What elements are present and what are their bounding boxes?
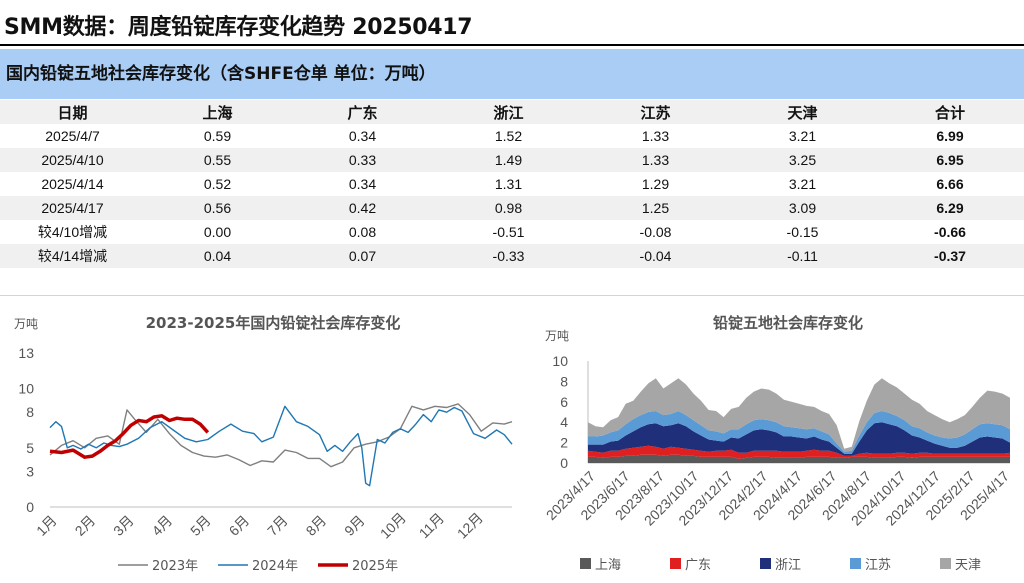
table-cell: 2025/4/17 [0,196,145,220]
legend-swatch [940,558,951,569]
table-cell: 1.33 [582,148,729,172]
y-tick-label: 10 [552,353,568,369]
table-cell: 3.09 [729,196,876,220]
column-header: 上海 [145,100,290,124]
y-tick-label: 5 [26,440,34,456]
legend-swatch [760,558,771,569]
table-cell: -0.11 [729,244,876,268]
legend-label: 江苏 [865,557,891,573]
y-axis-unit: 万吨 [14,317,38,331]
column-header: 广东 [290,100,435,124]
series-area [588,378,1010,452]
table-cell: 2025/4/14 [41,176,104,192]
table-cell-total: -0.66 [934,224,966,240]
table-cell: -0.15 [786,224,819,240]
y-tick-label: 8 [26,404,34,420]
y-tick-label: 0 [26,499,34,515]
legend-swatch [670,558,681,569]
table-cell: 0.55 [145,148,290,172]
legend-label: 天津 [955,558,981,573]
table-cell: 3.21 [788,128,817,144]
legend-label: 2024年 [252,559,298,574]
table-cell: 0.98 [435,196,582,220]
table-cell: 3.21 [788,176,817,192]
table-cell: 0.07 [290,244,435,268]
column-header: 日期 [0,100,145,124]
table-cell: 1.33 [641,128,670,144]
legend-label: 2023年 [152,559,198,574]
table-cell: 较4/14增减 [0,244,145,268]
series-area [588,411,1010,454]
column-header: 合计 [876,100,1024,124]
table-cell: 0.04 [145,244,290,268]
chart-title: 2023-2025年国内铅锭社会库存变化 [146,314,401,332]
table-cell: 较4/10增减 [37,224,108,240]
series-area [588,454,1010,463]
y-tick-label: 8 [560,373,568,389]
table-cell-total: 6.99 [936,128,964,144]
y-tick-label: 0 [560,455,568,471]
column-header: 浙江 [435,100,582,124]
table-cell-total: 6.66 [936,176,964,192]
table-cell: 0.34 [348,176,377,192]
table-cell: 1.52 [494,128,523,144]
table-cell: 1.25 [582,196,729,220]
column-header: 天津 [729,100,876,124]
table-cell-total: 6.29 [876,196,1024,220]
chart-title: 铅锭五地社会库存变化 [713,314,863,332]
y-tick-label: 13 [18,345,34,361]
table-cell: 0.08 [348,224,377,240]
table-cell: 0.34 [348,128,377,144]
series-area [588,445,1010,459]
legend-label: 上海 [595,558,621,573]
table-row: 2025/4/14 0.52 0.34 1.31 1.29 3.21 6.66 [0,172,1024,196]
page-title: SMM数据：周度铅锭库存变化趋势 20250417 [4,15,473,40]
table-cell: -0.04 [582,244,729,268]
section-divider [0,295,1024,296]
table-row: 2025/4/17 0.56 0.42 0.98 1.25 3.09 6.29 [0,196,1024,220]
table-header-row: 日期 上海 广东 浙江 江苏 天津 合计 [0,100,1024,124]
legend-swatch [580,558,591,569]
y-axis-unit: 万吨 [545,329,569,343]
table-cell-total: -0.37 [876,244,1024,268]
table-cell-total: 6.95 [876,148,1024,172]
table-cell: 0.52 [203,176,232,192]
table-cell: 1.31 [494,176,523,192]
table-cell: 1.29 [641,176,670,192]
title-rule [0,44,1024,46]
table-row: 较4/14增减 0.04 0.07 -0.33 -0.04 -0.11 -0.37 [0,244,1024,268]
y-tick-label: 10 [18,381,34,397]
table-cell: -0.33 [435,244,582,268]
series-line [49,414,210,459]
table-row: 2025/4/7 0.59 0.34 1.52 1.33 3.21 6.99 [0,124,1024,148]
legend-swatch [850,558,861,569]
table-cell: 1.49 [435,148,582,172]
table-cell: 3.25 [729,148,876,172]
table-cell: -0.51 [492,224,525,240]
inventory-table: 日期 上海 广东 浙江 江苏 天津 合计 2025/4/7 0.59 0.34 1.5… [0,100,1024,268]
column-header: 江苏 [582,100,729,124]
table-cell: 0.42 [290,196,435,220]
table-cell: 0.56 [145,196,290,220]
table-cell: 0.33 [290,148,435,172]
y-tick-label: 3 [26,463,34,479]
table-row: 较4/10增减 0.00 0.08 -0.51 -0.08 -0.15 -0.66 [0,220,1024,244]
table-cell: 2025/4/10 [0,148,145,172]
y-tick-label: 4 [560,414,568,430]
table-cell: 2025/4/7 [45,128,100,144]
table-cell: 0.00 [203,224,232,240]
table-title: 国内铅锭五地社会库存变化（含SHFE仓单 单位：万吨） [0,49,1024,99]
legend-label: 2025年 [352,559,398,574]
table-cell: -0.08 [639,224,672,240]
legend-label: 浙江 [775,558,801,573]
y-tick-label: 6 [560,394,568,410]
table-cell: 0.59 [203,128,232,144]
table-row: 2025/4/10 0.55 0.33 1.49 1.33 3.25 6.95 [0,148,1024,172]
y-tick-label: 2 [560,435,568,451]
series-line [49,403,513,468]
legend-label: 广东 [685,558,711,573]
series-area [588,422,1010,456]
